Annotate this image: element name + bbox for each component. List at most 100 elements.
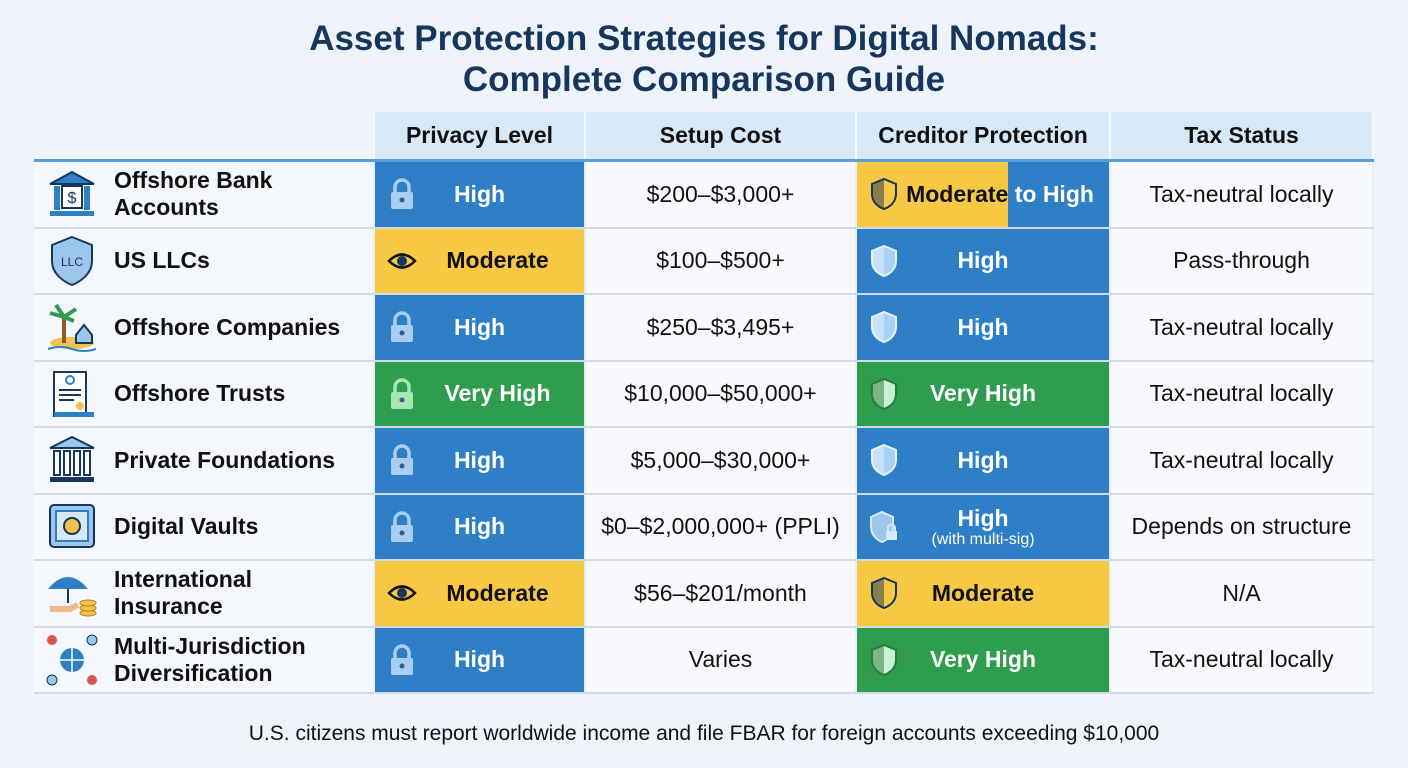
lock-icon [387,177,417,211]
setup-cost-cell: $10,000–$50,000+ [586,361,857,426]
tax-status-cell: Tax-neutral locally [1111,295,1374,360]
setup-cost-cell: Varies [586,627,857,692]
privacy-level-cell: Moderate [375,561,586,626]
privacy-level-value: High [453,513,506,540]
strategy-name: Offshore Bank Accounts [114,167,273,221]
tax-status-value: Tax-neutral locally [1149,380,1334,407]
table-row: Offshore Companies High $250–$3,495+ Hig… [34,295,1374,362]
strategy-cell: Offshore Trusts [34,361,375,426]
privacy-level-value: Moderate [446,247,549,274]
lock-icon [387,510,417,544]
tax-status-cell: Tax-neutral locally [1111,162,1374,227]
tax-status-value: Pass-through [1173,247,1310,274]
strategy-cell: Private Foundations [34,428,375,493]
svg-text:LLC: LLC [61,255,83,269]
document-scroll-icon [44,366,100,422]
privacy-level-cell: High [375,428,586,493]
creditor-protection-value: Moderate [906,180,1009,207]
setup-cost-cell: $0–$2,000,000+ (PPLI) [586,494,857,559]
bank-icon: $ [44,166,100,222]
tax-status-cell: N/A [1111,561,1374,626]
strategy-name: Multi-Jurisdiction Diversification [114,632,306,686]
creditor-protection-value-suffix: to High [1014,180,1094,207]
creditor-protection-cell: Moderate to High [857,162,1111,227]
strategy-cell: International Insurance [34,561,375,626]
privacy-level-cell: High [375,627,586,692]
strategy-cell: Multi-Jurisdiction Diversification [34,627,375,692]
header-creditor-protection: Creditor Protection [857,112,1111,159]
strategy-cell: Offshore Companies [34,295,375,360]
strategy-name: Offshore Companies [114,313,341,340]
creditor-protection-value: Very High [929,646,1037,673]
privacy-level-value: High [453,313,506,340]
header-privacy-level: Privacy Level [375,112,586,159]
creditor-protection-cell: High [857,295,1111,360]
setup-cost-value: $250–$3,495+ [646,313,795,340]
eye-icon [387,576,417,610]
setup-cost-value: $0–$2,000,000+ (PPLI) [601,513,840,540]
table-row: Multi-Jurisdiction Diversification High … [34,627,1374,694]
table-row: Offshore Trusts Very High $10,000–$50,00… [34,361,1374,428]
umbrella-coins-icon [44,565,100,621]
table-row: Private Foundations High $5,000–$30,000+… [34,428,1374,495]
creditor-protection-cell: Moderate [857,561,1111,626]
setup-cost-cell: $5,000–$30,000+ [586,428,857,493]
setup-cost-value: $10,000–$50,000+ [624,380,817,407]
privacy-level-value: Very High [444,380,551,407]
creditor-protection-cell: High [857,228,1111,293]
creditor-protection-value: High [957,247,1009,274]
vault-icon [44,499,100,555]
creditor-protection-cell: Very High [857,627,1111,692]
eye-icon [387,244,417,278]
llc-shield-icon: LLC [44,233,100,289]
creditor-protection-value: High [957,313,1009,340]
strategy-cell: $ Offshore Bank Accounts [34,162,375,227]
table-row: LLC US LLCs Moderate $100–$500+ High Pas… [34,228,1374,295]
header-setup-cost: Setup Cost [586,112,857,159]
globe-flags-icon [44,632,100,688]
tax-status-value: N/A [1222,579,1261,606]
strategy-name: US LLCs [114,247,210,274]
creditor-protection-value: High [957,505,1009,532]
setup-cost-value: $5,000–$30,000+ [630,446,811,473]
tax-status-cell: Tax-neutral locally [1111,428,1374,493]
shield-icon [869,443,899,477]
setup-cost-value: $56–$201/month [634,579,807,606]
privacy-level-value: High [453,646,506,673]
tax-status-cell: Depends on structure [1111,494,1374,559]
shield-icon [869,244,899,278]
privacy-level-value: High [453,180,506,207]
shield-lock-icon [869,510,899,544]
lock-icon [387,643,417,677]
title-line-1: Asset Protection Strategies for Digital … [309,19,1099,58]
tax-status-value: Tax-neutral locally [1149,180,1334,207]
privacy-level-cell: High [375,295,586,360]
strategy-name: International Insurance [114,566,253,620]
strategy-name: Offshore Trusts [114,380,286,407]
lock-icon [387,443,417,477]
svg-text:$: $ [68,190,77,207]
creditor-protection-cell: High [857,428,1111,493]
strategy-cell: LLC US LLCs [34,228,375,293]
tax-status-value: Tax-neutral locally [1149,446,1334,473]
setup-cost-cell: $56–$201/month [586,561,857,626]
shield-icon [869,643,899,677]
privacy-level-cell: High [375,494,586,559]
setup-cost-cell: $100–$500+ [586,228,857,293]
strategy-name: Digital Vaults [114,513,259,540]
institution-icon [44,432,100,488]
tax-status-value: Tax-neutral locally [1149,646,1334,673]
tax-status-cell: Tax-neutral locally [1111,627,1374,692]
tax-status-value: Depends on structure [1131,513,1352,540]
creditor-protection-value: High [957,446,1009,473]
footer-note: U.S. citizens must report worldwide inco… [248,722,1160,745]
lock-icon [387,310,417,344]
shield-icon [869,576,899,610]
privacy-level-cell: Very High [375,361,586,426]
setup-cost-value: Varies [688,646,753,673]
setup-cost-cell: $200–$3,000+ [586,162,857,227]
header-tax-status: Tax Status [1111,112,1374,159]
tax-status-cell: Pass-through [1111,228,1374,293]
shield-icon [869,177,899,211]
creditor-protection-note: (with multi-sig) [931,531,1035,549]
